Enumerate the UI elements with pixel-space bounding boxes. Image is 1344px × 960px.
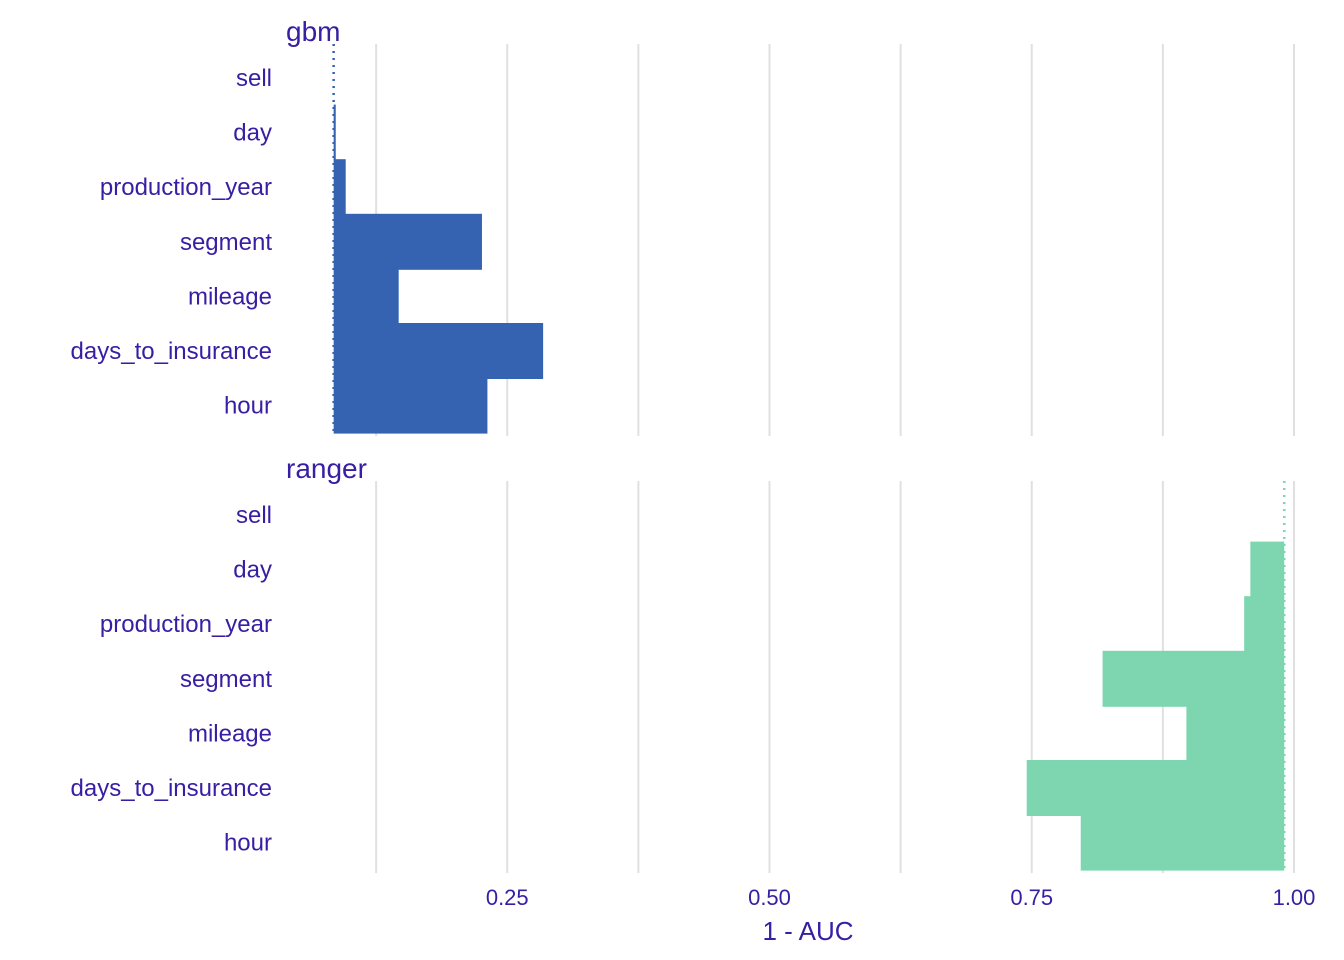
panels: gbmselldayproduction_yearsegmentmileaged…	[71, 16, 1295, 873]
bar-gbm-days_to_insurance	[333, 323, 544, 379]
category-label: sell	[236, 65, 272, 92]
x-tick-label: 1.00	[1273, 885, 1316, 910]
category-label: day	[233, 557, 272, 584]
panel-title-gbm: gbm	[286, 16, 340, 47]
bar-ranger-hour	[1080, 814, 1285, 871]
bar-gbm-production_year	[333, 159, 346, 216]
bar-ranger-production_year	[1244, 596, 1285, 653]
category-label: segment	[180, 229, 272, 256]
category-label: days_to_insurance	[71, 775, 272, 802]
bar-gbm-segment	[333, 213, 482, 270]
bar-ranger-segment	[1102, 650, 1285, 707]
category-label: days_to_insurance	[71, 338, 272, 365]
category-label: hour	[224, 830, 272, 857]
x-tick-label: 0.50	[748, 885, 791, 910]
bar-gbm-hour	[333, 377, 488, 434]
bar-gbm-day	[333, 104, 336, 161]
panel-title-ranger: ranger	[286, 453, 367, 484]
category-label: mileage	[188, 283, 272, 310]
x-axis-title: 1 - AUC	[762, 916, 853, 946]
category-label: production_year	[100, 611, 272, 638]
bar-ranger-day	[1250, 541, 1285, 598]
category-label: day	[233, 120, 272, 147]
category-label: mileage	[188, 720, 272, 747]
bar-gbm-mileage	[333, 268, 399, 325]
x-tick-label: 0.75	[1010, 885, 1053, 910]
category-label: production_year	[100, 174, 272, 201]
category-label: sell	[236, 502, 272, 529]
category-label: hour	[224, 393, 272, 420]
category-label: segment	[180, 666, 272, 693]
bar-ranger-mileage	[1186, 705, 1285, 762]
x-axis-ticks: 0.25 0.50 0.75 1.00	[486, 885, 1316, 910]
x-tick-label: 0.25	[486, 885, 529, 910]
bar-ranger-days_to_insurance	[1026, 760, 1285, 816]
